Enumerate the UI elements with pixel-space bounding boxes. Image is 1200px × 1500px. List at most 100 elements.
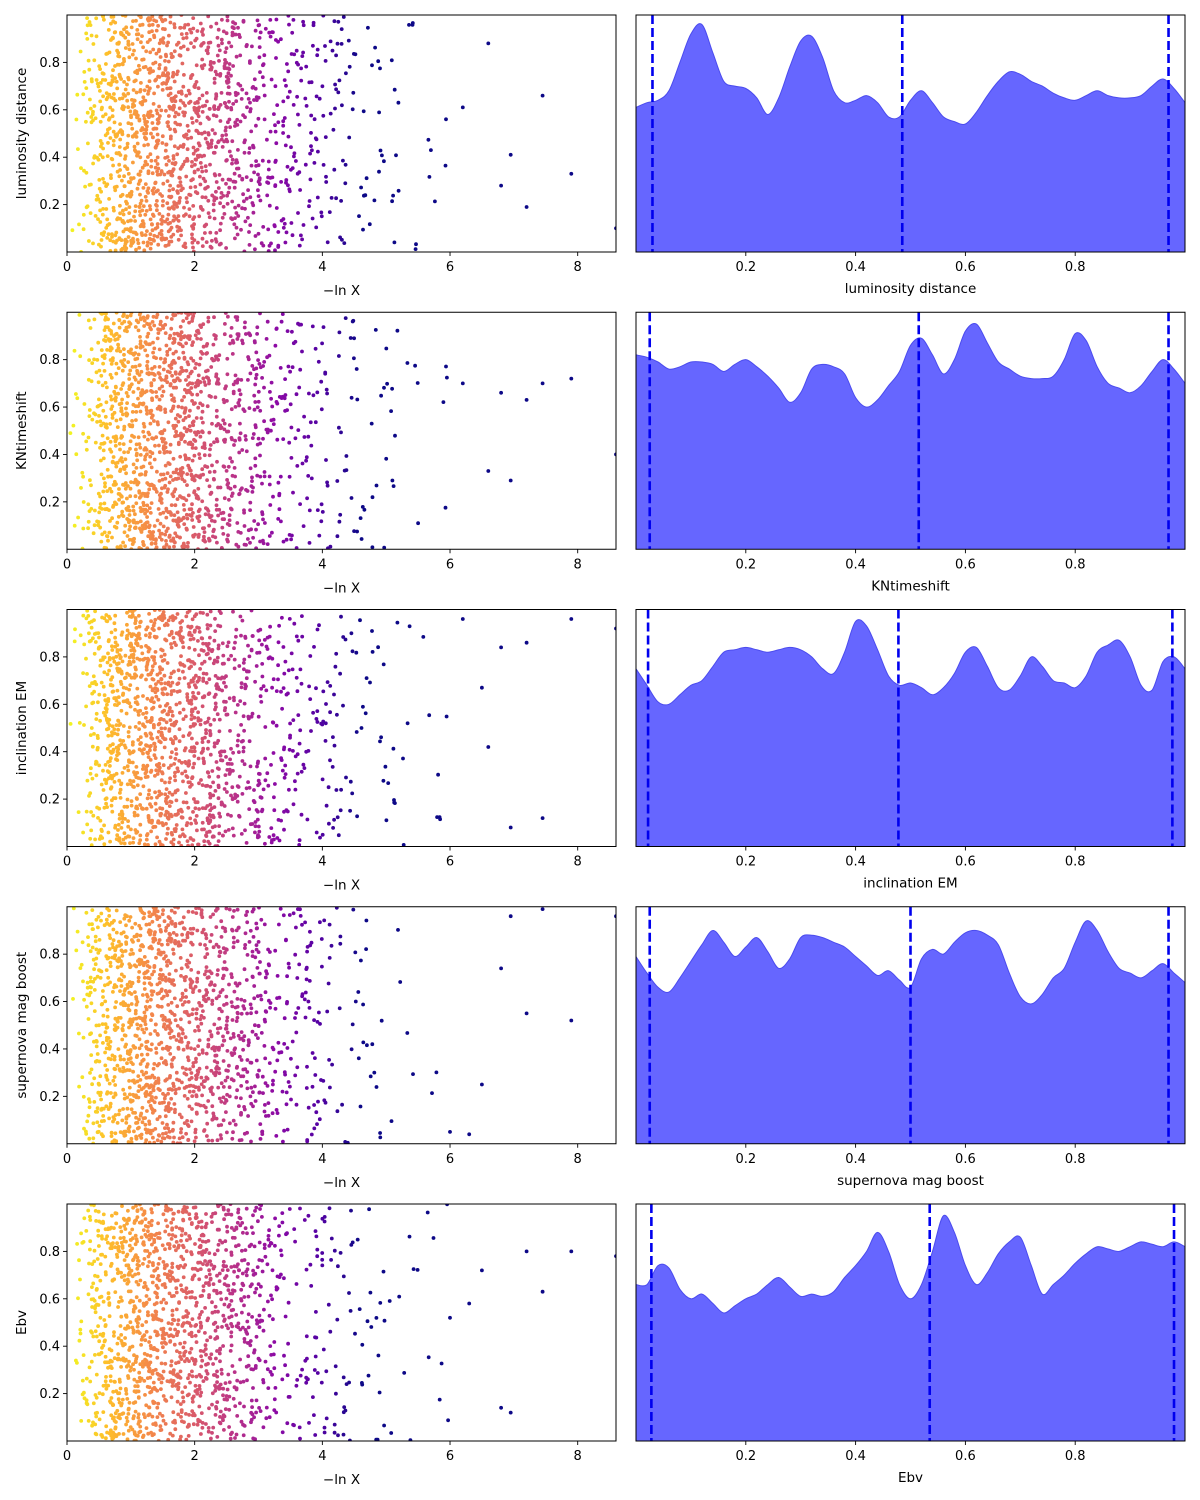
scatter-point bbox=[226, 485, 231, 490]
scatter-point bbox=[99, 244, 103, 249]
scatter-point bbox=[102, 842, 107, 847]
scatter-point bbox=[169, 629, 174, 634]
scatter-point bbox=[115, 217, 119, 222]
scatter-point bbox=[242, 199, 246, 204]
scatter-point bbox=[136, 709, 141, 714]
scatter-point bbox=[174, 433, 179, 438]
scatter-point bbox=[165, 86, 170, 91]
scatter-point bbox=[184, 132, 189, 137]
scatter-point bbox=[227, 518, 232, 523]
scatter-point bbox=[103, 414, 108, 419]
scatter-point bbox=[381, 778, 386, 783]
scatter-point bbox=[92, 317, 97, 322]
scatter-point bbox=[215, 712, 220, 717]
scatter-point bbox=[211, 780, 216, 785]
scatter-point bbox=[160, 394, 165, 398]
scatter-point bbox=[77, 313, 82, 317]
scatter-point bbox=[341, 158, 345, 163]
scatter-point bbox=[146, 843, 150, 847]
scatter-point bbox=[162, 686, 167, 691]
scatter-point bbox=[86, 318, 91, 323]
scatter-point bbox=[283, 659, 288, 664]
scatter-point bbox=[230, 217, 235, 222]
scatter-point bbox=[151, 1110, 155, 1115]
scatter-point bbox=[230, 826, 235, 831]
scatter-point bbox=[197, 362, 202, 367]
scatter-point bbox=[334, 87, 338, 92]
scatter-point bbox=[155, 155, 160, 160]
scatter-point bbox=[173, 370, 178, 375]
scatter-point bbox=[343, 637, 348, 642]
scatter-point bbox=[105, 154, 110, 159]
scatter-point bbox=[486, 41, 491, 46]
scatter-point bbox=[301, 524, 306, 528]
scatter-point bbox=[141, 186, 146, 190]
scatter-point bbox=[183, 406, 188, 411]
scatter-point bbox=[152, 378, 156, 382]
scatter-point bbox=[101, 114, 105, 119]
scatter-point bbox=[190, 160, 194, 164]
scatter-point bbox=[98, 718, 102, 723]
scatter-point bbox=[181, 645, 186, 650]
scatter-point bbox=[228, 125, 233, 130]
scatter-point bbox=[351, 90, 356, 95]
scatter-point bbox=[126, 768, 131, 773]
scatter-point bbox=[192, 453, 197, 458]
scatter-point bbox=[141, 751, 145, 756]
scatter-point bbox=[171, 837, 176, 842]
scatter-point bbox=[127, 659, 132, 664]
scatter-point bbox=[148, 204, 152, 208]
scatter-point bbox=[126, 1140, 131, 1144]
scatter-point bbox=[102, 823, 106, 828]
scatter-point bbox=[128, 778, 133, 783]
scatter-point bbox=[97, 645, 101, 650]
scatter-point bbox=[110, 232, 114, 237]
scatter-point bbox=[124, 391, 129, 395]
scatter-point bbox=[139, 40, 143, 45]
scatter-point bbox=[150, 114, 155, 118]
scatter-point bbox=[135, 153, 139, 158]
scatter-point bbox=[236, 334, 241, 338]
scatter-point bbox=[109, 81, 113, 85]
scatter-point bbox=[109, 397, 114, 402]
scatter-point bbox=[111, 455, 116, 459]
scatter-point bbox=[370, 63, 374, 68]
scatter-point bbox=[209, 490, 214, 495]
scatter-point bbox=[114, 371, 119, 376]
scatter-point bbox=[230, 473, 235, 478]
scatter-point bbox=[109, 630, 114, 635]
scatter-point bbox=[197, 105, 202, 110]
scatter-point bbox=[119, 77, 123, 81]
scatter-points bbox=[70, 15, 616, 252]
scatter-point bbox=[148, 684, 153, 689]
scatter-point bbox=[169, 105, 174, 110]
scatter-point bbox=[234, 634, 238, 639]
scatter-point bbox=[233, 124, 237, 128]
scatter-point bbox=[156, 84, 160, 89]
scatter-point bbox=[183, 760, 188, 764]
scatter-point bbox=[220, 133, 225, 138]
scatter-point bbox=[294, 392, 299, 397]
scatter-point bbox=[128, 704, 133, 709]
scatter-point bbox=[319, 502, 324, 507]
scatter-point bbox=[236, 377, 241, 382]
scatter-point bbox=[172, 79, 177, 84]
scatter-point bbox=[282, 396, 287, 401]
scatter-point bbox=[232, 26, 236, 31]
scatter-point bbox=[256, 389, 261, 394]
scatter-point bbox=[247, 739, 252, 744]
scatter-point bbox=[231, 833, 236, 838]
scatter-point bbox=[112, 524, 117, 529]
scatter-point bbox=[118, 211, 122, 216]
scatter-point bbox=[256, 231, 261, 236]
scatter-point bbox=[229, 44, 234, 49]
scatter-point bbox=[181, 515, 186, 520]
scatter-point bbox=[96, 380, 101, 385]
scatter-point bbox=[152, 753, 157, 758]
scatter-point bbox=[187, 214, 192, 219]
scatter-point bbox=[232, 666, 237, 671]
scatter-point bbox=[164, 821, 168, 826]
scatter-point bbox=[356, 1056, 361, 1061]
scatter-point bbox=[185, 527, 189, 532]
scatter-point bbox=[166, 487, 170, 492]
